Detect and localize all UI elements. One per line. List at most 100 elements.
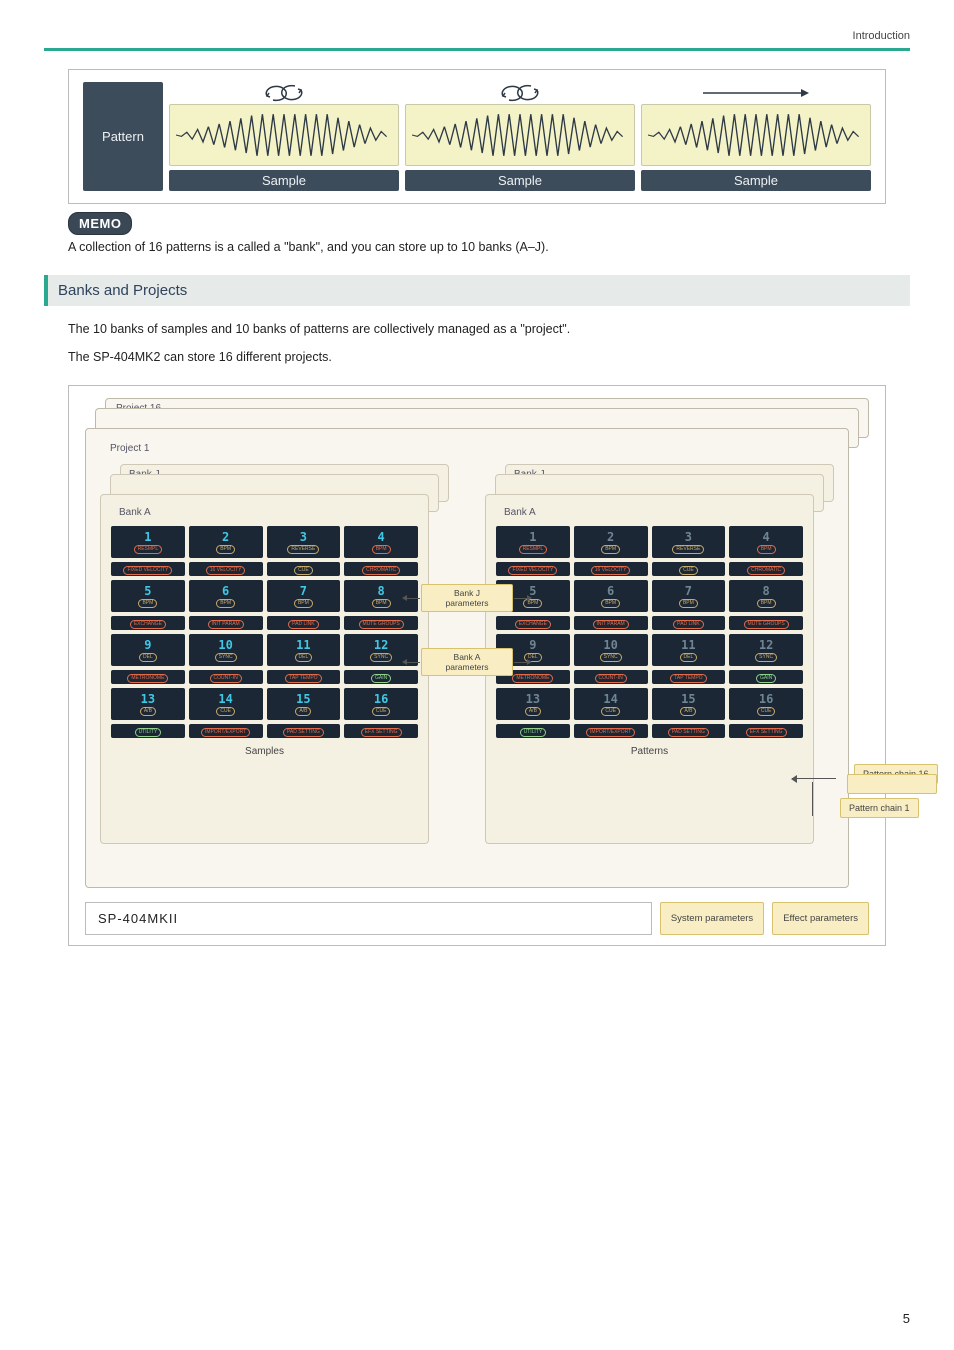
pad-pill: TAP TEMPO <box>670 674 706 683</box>
pad-cell: IMPORT/EXPORT <box>189 724 263 738</box>
pad-cell: 7BPM <box>267 580 341 612</box>
pad-number: 16 <box>759 693 773 705</box>
pad-cell: COUNT-IN <box>189 670 263 684</box>
page-header: Introduction <box>44 30 910 51</box>
pad-cell: TAP TEMPO <box>652 670 726 684</box>
pad-pill: PAD LINK <box>288 620 318 629</box>
pattern-label: Pattern <box>83 82 163 191</box>
pad-pill: EFX SETTING <box>361 728 402 737</box>
pad-cell: EFX SETTING <box>729 724 803 738</box>
pad-cell: 2BPM <box>574 526 648 558</box>
pad-pill: MUTE GROUPS <box>359 620 404 629</box>
pad-pill: INIT PARAM <box>593 620 629 629</box>
sample-column: Sample <box>169 82 399 191</box>
pad-pill: DEL <box>139 653 157 662</box>
pad-pill: A/B <box>140 707 156 716</box>
samples-caption: Samples <box>111 746 418 757</box>
pad-number: 1 <box>529 531 536 543</box>
bank-samples-col: Bank J Bank A 1RESMPL2BPM3REVERSE4BPMFIX… <box>100 464 449 844</box>
pad-number: 9 <box>529 639 536 651</box>
pad-number: 10 <box>603 639 617 651</box>
pad-pill: BPM <box>372 599 391 608</box>
pad-cell: PAD SETTING <box>267 724 341 738</box>
pad-number: 14 <box>218 693 232 705</box>
waveform <box>641 104 871 166</box>
pad-cell: FIXED VELOCITY <box>496 562 570 576</box>
pad-pill: BPM <box>216 545 235 554</box>
pad-number: 3 <box>300 531 307 543</box>
pad-pill: BPM <box>679 599 698 608</box>
pad-cell: IMPORT/EXPORT <box>574 724 648 738</box>
pad-pill: BPM <box>216 599 235 608</box>
pad-pill: CUE <box>372 707 391 716</box>
pad-pill: COUNT-IN <box>595 674 627 683</box>
pattern-diagram: Pattern Sample Sample Sample <box>68 69 886 204</box>
pad-cell: CUE <box>267 562 341 576</box>
pad-pill: BPM <box>294 599 313 608</box>
pad-number: 13 <box>141 693 155 705</box>
pad-pill: BPM <box>601 599 620 608</box>
pad-cell: 3REVERSE <box>267 526 341 558</box>
pad-pill: GAIN <box>756 674 776 683</box>
pad-cell: EXCHANGE <box>111 616 185 630</box>
pad-pill: PAD SETTING <box>283 728 324 737</box>
pad-pill: SYNC <box>755 653 777 662</box>
pad-cell: 16 VELOCITY <box>574 562 648 576</box>
pad-cell: COUNT-IN <box>574 670 648 684</box>
bank-front-right: Bank A 1RESMPL2BPM3REVERSE4BPMFIXED VELO… <box>485 494 814 844</box>
memo-text: A collection of 16 patterns is a called … <box>68 239 886 257</box>
pad-pill: FIXED VELOCITY <box>508 566 557 575</box>
pad-pill: EXCHANGE <box>130 620 166 629</box>
pad-pill: CUE <box>757 707 776 716</box>
bank-patterns-col: Bank J Bank A 1RESMPL2BPM3REVERSE4BPMFIX… <box>485 464 834 844</box>
page-number: 5 <box>903 1311 910 1326</box>
pad-cell: GAIN <box>344 670 418 684</box>
pad-pill: RESMPL <box>134 545 163 554</box>
pad-cell: 15A/B <box>652 688 726 720</box>
pad-pill: INIT PARAM <box>208 620 244 629</box>
device-title: SP-404MKII <box>85 902 652 935</box>
pad-number: 4 <box>378 531 385 543</box>
pad-number: 15 <box>296 693 310 705</box>
pad-cell: 4BPM <box>729 526 803 558</box>
pad-pill: SYNC <box>215 653 237 662</box>
pad-cell: 16 CUE <box>729 688 803 720</box>
pad-number: 8 <box>378 585 385 597</box>
param-bank-a-text: Bank A parameters <box>446 652 489 672</box>
pad-cell: INIT PARAM <box>189 616 263 630</box>
pad-cell: 4BPM <box>344 526 418 558</box>
pad-cell: PAD LINK <box>267 616 341 630</box>
pad-cell: CHROMATIC <box>344 562 418 576</box>
pad-cell: 7BPM <box>652 580 726 612</box>
pad-cell: CHROMATIC <box>729 562 803 576</box>
pad-pill: IMPORT/EXPORT <box>201 728 250 737</box>
pad-pill: EXCHANGE <box>515 620 551 629</box>
pad-cell: UTILITY <box>111 724 185 738</box>
system-params-chip: System parameters <box>660 902 764 935</box>
pad-cell: 11DEL <box>267 634 341 666</box>
pad-cell: 16 VELOCITY <box>189 562 263 576</box>
pad-pill: PAD LINK <box>673 620 703 629</box>
pad-cell: 5BPM <box>111 580 185 612</box>
pad-cell: METRONOME <box>111 670 185 684</box>
pad-pill: UTILITY <box>520 728 547 737</box>
pad-cell: 9DEL <box>111 634 185 666</box>
pad-pill: CHROMATIC <box>747 566 785 575</box>
pad-cell: 2BPM <box>189 526 263 558</box>
pad-cell: MUTE GROUPS <box>344 616 418 630</box>
pad-cell: 3REVERSE <box>652 526 726 558</box>
patterns-caption: Patterns <box>496 746 803 757</box>
pad-pill: RESMPL <box>519 545 548 554</box>
pad-cell: 10SYNC <box>574 634 648 666</box>
pad-cell: MUTE GROUPS <box>729 616 803 630</box>
pad-pill: CUE <box>679 566 698 575</box>
pad-pill: 16 VELOCITY <box>591 566 631 575</box>
pad-pill: FIXED VELOCITY <box>123 566 172 575</box>
body-text-2: The SP-404MK2 can store 16 different pro… <box>68 348 886 367</box>
pad-number: 12 <box>759 639 773 651</box>
pad-cell: 10SYNC <box>189 634 263 666</box>
pad-number: 1 <box>144 531 151 543</box>
param-bank-j: Bank J parameters <box>421 584 513 612</box>
pad-number: 3 <box>685 531 692 543</box>
pad-number: 8 <box>763 585 770 597</box>
